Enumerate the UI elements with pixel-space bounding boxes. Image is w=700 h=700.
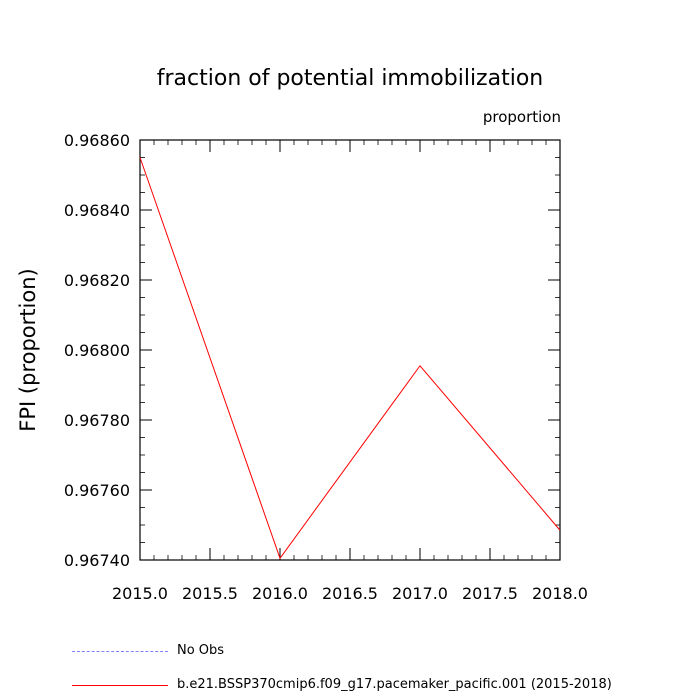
y-tick-label: 0.96820 (64, 271, 130, 290)
legend-swatch-no-obs (72, 651, 168, 652)
legend-item-model: b.e21.BSSP370cmip6.f09_g17.pacemaker_pac… (72, 676, 672, 696)
plot-frame (139, 139, 561, 561)
x-tick-label: 2016.5 (322, 584, 378, 603)
series-line (139, 157, 561, 560)
legend-label-model: b.e21.BSSP370cmip6.f09_g17.pacemaker_pac… (177, 677, 612, 692)
x-tick-label: 2018.0 (532, 584, 588, 603)
y-tick-label: 0.96800 (64, 341, 130, 360)
x-tick-label: 2017.0 (392, 584, 448, 603)
y-tick-label: 0.96860 (64, 131, 130, 150)
y-tick-label: 0.96840 (64, 201, 130, 220)
y-tick-label: 0.96740 (64, 551, 130, 570)
x-tick-label: 2015.5 (182, 584, 238, 603)
y-tick-label: 0.96780 (64, 411, 130, 430)
x-tick-label: 2016.0 (252, 584, 308, 603)
units-label: proportion (482, 108, 561, 126)
y-tick-label: 0.96760 (64, 481, 130, 500)
legend-swatch-model (72, 685, 168, 686)
legend-label-no-obs: No Obs (177, 643, 225, 658)
legend-item-no-obs: No Obs (72, 642, 672, 662)
x-tick-label: 2017.5 (462, 584, 518, 603)
x-tick-label: 2015.0 (112, 584, 168, 603)
chart-title: fraction of potential immobilization (156, 66, 544, 91)
